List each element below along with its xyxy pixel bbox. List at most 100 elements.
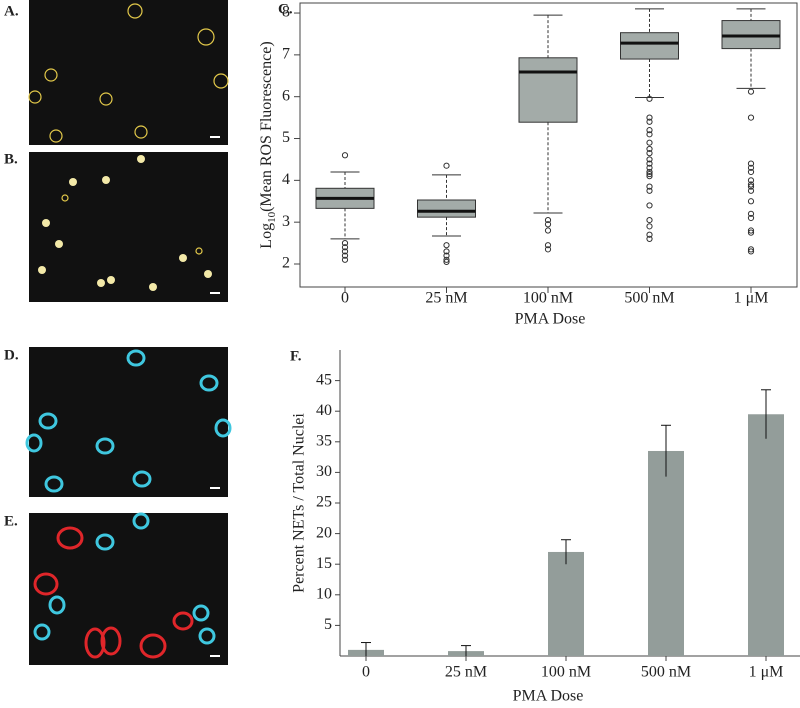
outlier xyxy=(443,258,450,266)
x-tick-label: 100 nM xyxy=(523,290,573,307)
outlier xyxy=(646,118,653,125)
outlier xyxy=(443,162,450,169)
outlier xyxy=(646,127,653,134)
y-axis-label-part: Log xyxy=(258,223,275,249)
outlier xyxy=(443,252,450,259)
y-tick-label: 25 xyxy=(316,494,332,511)
x-tick-label: 0 xyxy=(341,290,349,307)
y-tick-label: 15 xyxy=(316,555,332,572)
y-tick-label: 30 xyxy=(316,463,332,480)
outlier xyxy=(747,168,755,176)
outlier xyxy=(646,187,653,194)
outlier xyxy=(646,139,653,146)
micrograph xyxy=(25,347,232,497)
outlier xyxy=(646,131,653,138)
x-tick-label: 0 xyxy=(362,664,370,681)
micrograph xyxy=(29,152,228,302)
outlier xyxy=(646,156,653,163)
micrograph xyxy=(28,0,229,145)
outlier xyxy=(646,231,653,238)
outlier xyxy=(443,242,450,249)
outlier xyxy=(544,242,552,249)
x-tick-label: 100 nM xyxy=(541,664,591,681)
y-tick-label: 6 xyxy=(282,87,290,104)
outlier xyxy=(646,168,653,176)
y-tick-label: 5 xyxy=(282,129,290,146)
outlier xyxy=(544,216,552,224)
y-axis-label-part: 10 xyxy=(266,211,278,223)
y-tick-label: 40 xyxy=(316,402,332,419)
micrograph xyxy=(29,512,228,665)
outlier xyxy=(646,160,653,167)
outlier xyxy=(544,227,552,234)
y-tick-label: 10 xyxy=(316,585,332,602)
panel-label: B. xyxy=(4,151,18,167)
bar xyxy=(548,551,584,656)
outlier xyxy=(747,248,755,255)
box xyxy=(518,57,578,123)
x-axis-label: PMA Dose xyxy=(515,311,586,328)
panel-label: F. xyxy=(290,348,302,364)
outlier xyxy=(747,160,755,167)
x-tick-label: 25 nM xyxy=(445,664,487,681)
outlier xyxy=(544,246,552,253)
outlier xyxy=(341,256,349,263)
y-tick-label: 5 xyxy=(324,616,332,633)
outlier xyxy=(646,183,653,190)
x-axis-label: PMA Dose xyxy=(513,688,584,705)
y-tick-label: 20 xyxy=(316,524,332,541)
outlier xyxy=(747,187,755,194)
y-tick-label: 8 xyxy=(282,4,290,21)
outlier xyxy=(747,114,755,121)
y-tick-label: 7 xyxy=(282,46,290,63)
panel-label: C. xyxy=(278,1,293,17)
outlier xyxy=(443,256,450,263)
outlier xyxy=(646,173,653,180)
y-axis-label: Log10(Mean ROS Fluorescence) xyxy=(258,41,278,248)
outlier xyxy=(747,229,755,236)
outlier xyxy=(747,210,755,217)
outlier xyxy=(646,170,653,178)
x-tick-label: 500 nM xyxy=(624,290,674,307)
x-tick-label: 1 μM xyxy=(734,290,769,307)
x-tick-label: 500 nM xyxy=(641,664,691,681)
outlier xyxy=(747,164,755,171)
outlier xyxy=(747,246,755,253)
y-axis-label-part: (Mean ROS Fluorescence) xyxy=(258,41,275,212)
y-tick-label: 3 xyxy=(282,213,290,230)
outlier xyxy=(747,88,755,95)
x-tick-label: 25 nM xyxy=(425,290,467,307)
box xyxy=(417,199,476,218)
outlier xyxy=(646,164,653,171)
x-tick-label: 1 μM xyxy=(749,664,784,681)
outlier xyxy=(747,183,755,190)
outlier xyxy=(747,177,755,184)
outlier xyxy=(341,244,349,251)
outlier xyxy=(646,216,653,224)
outlier xyxy=(341,239,349,247)
outlier xyxy=(341,152,349,159)
outlier xyxy=(747,214,755,222)
outlier xyxy=(646,235,653,242)
y-tick-label: 4 xyxy=(282,171,290,188)
y-tick-label: 45 xyxy=(316,371,332,388)
panel-label: D. xyxy=(4,347,19,363)
outlier xyxy=(544,221,552,228)
panel-label: E. xyxy=(4,513,18,529)
y-tick-label: 35 xyxy=(316,432,332,449)
outlier xyxy=(646,150,653,157)
outlier xyxy=(747,181,755,188)
panel-label: A. xyxy=(4,3,19,19)
outlier xyxy=(646,202,653,209)
outlier xyxy=(443,248,450,255)
outlier xyxy=(646,223,653,230)
bar xyxy=(648,450,684,656)
outlier xyxy=(747,198,755,205)
bar xyxy=(748,414,784,656)
y-tick-label: 2 xyxy=(282,255,290,272)
outlier xyxy=(646,145,653,153)
y-axis-label: Percent NETs / Total Nuclei xyxy=(291,413,308,593)
outlier xyxy=(646,95,653,102)
box xyxy=(620,32,679,60)
